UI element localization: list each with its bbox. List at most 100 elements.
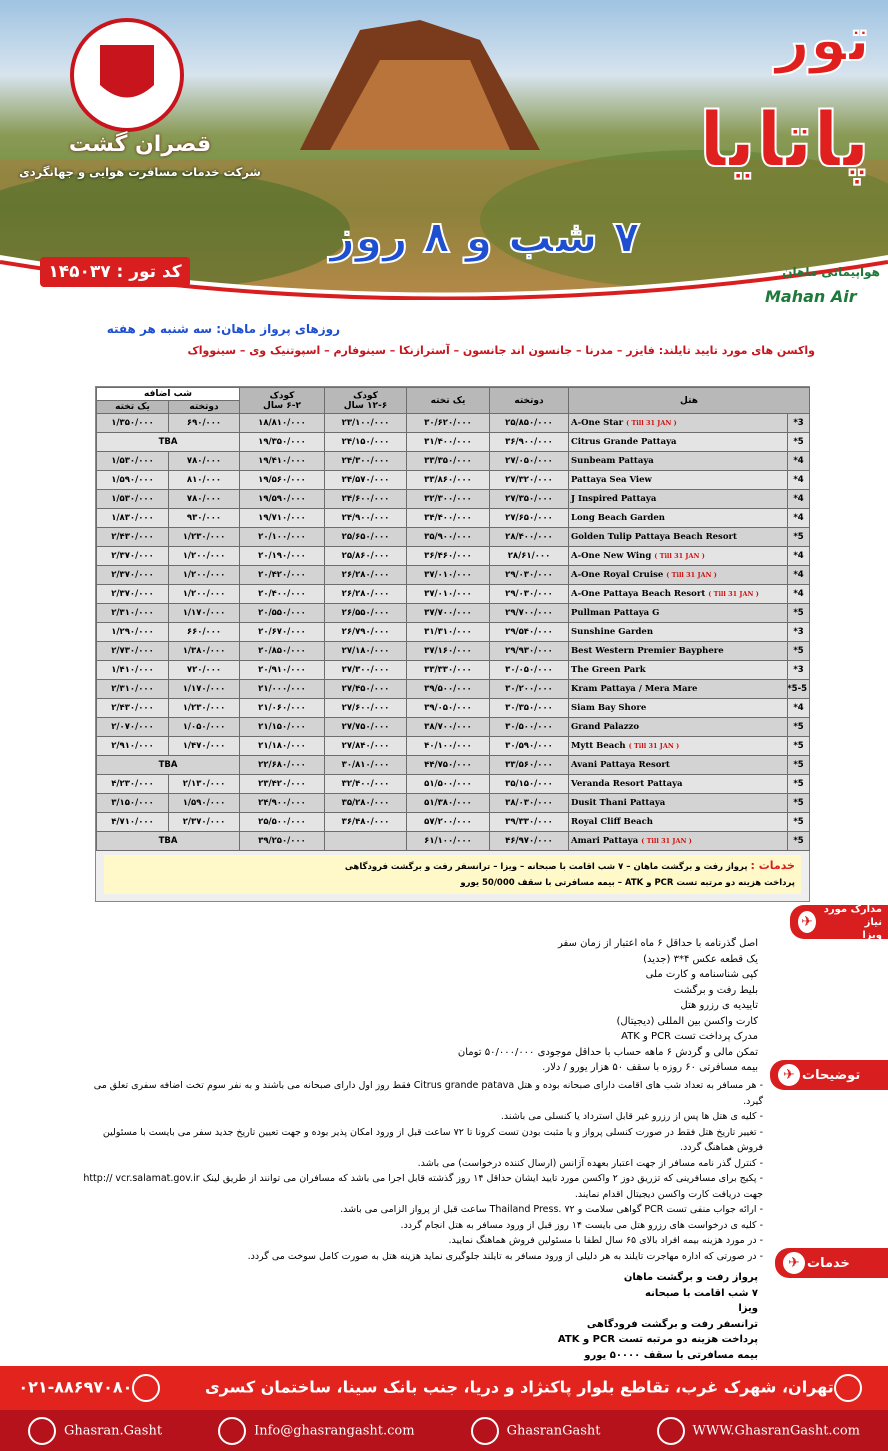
website[interactable]: WWW.GhasranGasht.com (692, 1423, 860, 1438)
price-child-12: ۲۵/۸۶۰/۰۰۰ (324, 546, 407, 566)
price-child-6: ۲۰/۱۹۰/۰۰۰ (239, 546, 325, 566)
service-item: بیمه مسافرتی با سقف ۵۰۰۰۰ یورو (584, 1349, 758, 1361)
stars: 4* (787, 546, 811, 566)
telegram-wrap[interactable]: GhasranGasht (470, 1416, 601, 1445)
stars: 5* (787, 793, 811, 813)
duration: ۷ شب و ۸ روز (329, 211, 641, 264)
hotel-cell: A-One Royal Cruise( Till 31 JAN ) (567, 565, 789, 585)
price-single: ۳۲/۳۰۰/۰۰۰ (406, 489, 490, 509)
stars: 5* (787, 603, 811, 623)
hero-art (0, 18, 888, 300)
hotel-row: 5* Citrus Grande Pattaya ۳۶/۹۰۰/۰۰۰ ۳۱/۴۰۰/… (96, 432, 811, 452)
service-item: پرداخت هزینه دو مرتبه تست PCR و ATK (557, 1334, 758, 1345)
price-extra-double: ۷۸۰/۰۰۰ (168, 489, 240, 509)
price-double: ۳۰/۵۹۰/۰۰۰ (489, 736, 569, 756)
hotel-name: Avani Pattaya Resort (571, 760, 670, 770)
table-services: خدمات : پرواز رفت و برگشت ماهان – ۷ شب ا… (104, 855, 801, 894)
price-extra-single: ۴/۷۱۰/۰۰۰ (96, 812, 169, 832)
hotel-row: 4* Sunbeam Pattaya ۲۷/۰۵۰/۰۰۰ ۳۳/۳۵۰/۰۰۰ ۲۴/… (96, 451, 811, 471)
price-empty (324, 831, 407, 851)
telegram[interactable]: GhasranGasht (506, 1423, 601, 1438)
price-double: ۲۹/۰۳۰/۰۰۰ (489, 584, 569, 604)
price-extra-double: ۱/۰۵۰/۰۰۰ (168, 717, 240, 737)
price-child-12: ۲۶/۷۹۰/۰۰۰ (324, 622, 407, 642)
price-child-12: ۲۴/۱۵۰/۰۰۰ (324, 432, 407, 452)
price-double: ۳۳/۵۶۰/۰۰۰ (489, 755, 569, 775)
price-extra-double: ۱/۲۳۰/۰۰۰ (168, 698, 240, 718)
header-child-age: ۶-۲ سال (263, 400, 301, 411)
price-extra-single: ۲/۹۱۰/۰۰۰ (96, 736, 169, 756)
price-single: ۳۳/۳۵۰/۰۰۰ (406, 451, 490, 471)
price-double: ۲۷/۰۵۰/۰۰۰ (489, 451, 569, 471)
stars: 4* (787, 698, 811, 718)
hotel-cell: Best Western Premier Bayphere (567, 641, 789, 661)
stars: 5* (787, 717, 811, 737)
price-extra-double: ۱/۴۷۰/۰۰۰ (168, 736, 240, 756)
hotel-name: Citrus Grande Pattaya (571, 437, 677, 447)
instagram-wrap[interactable]: Ghasran.Gasht (28, 1416, 163, 1445)
hotel-row: 5* Veranda Resort Pattaya ۳۵/۱۵۰/۰۰۰ ۵۱/۵۰۰… (96, 774, 811, 794)
price-single: ۶۱/۱۰۰/۰۰۰ (406, 831, 490, 851)
phone: ۰۲۱-۸۸۶۹۷۰۸۰ (18, 1377, 133, 1397)
website-wrap[interactable]: WWW.GhasranGasht.com (656, 1416, 860, 1445)
price-double: ۳۹/۳۳۰/۰۰۰ (489, 812, 569, 832)
hero-image (0, 0, 888, 300)
price-extra-double: ۱/۲۳۰/۰۰۰ (168, 527, 240, 547)
instagram[interactable]: Ghasran.Gasht (64, 1423, 163, 1438)
hotel-name: Dusit Thani Pattaya (571, 798, 666, 808)
price-extra-double: ۱/۳۸۰/۰۰۰ (168, 641, 240, 661)
price-extra-double: ۱/۱۷۰/۰۰۰ (168, 679, 240, 699)
hotel-note: ( Till 31 JAN ) (666, 571, 717, 579)
stars: 4* (787, 508, 811, 528)
stars: 4* (787, 565, 811, 585)
stars: 5* (787, 432, 811, 452)
email-wrap[interactable]: Info@ghasrangasht.com (218, 1416, 415, 1445)
price-child-6: ۱۹/۵۹۰/۰۰۰ (239, 489, 325, 509)
email[interactable]: Info@ghasrangasht.com (254, 1423, 415, 1438)
price-double: ۲۷/۳۵۰/۰۰۰ (489, 489, 569, 509)
hotel-note: ( Till 31 JAN ) (708, 590, 759, 598)
price-child-12: ۲۳/۱۰۰/۰۰۰ (324, 413, 407, 433)
social-band: Ghasran.Gasht Info@ghasrangasht.com Ghas… (0, 1410, 888, 1451)
documents-title: مدارک مورد نیاز (823, 903, 882, 928)
price-single: ۳۰/۶۲۰/۰۰۰ (406, 413, 490, 433)
price-single: ۳۹/۵۰۰/۰۰۰ (406, 679, 490, 699)
telegram-icon (470, 1416, 499, 1445)
stars: 4* (787, 451, 811, 471)
price-double: ۳۰/۳۵۰/۰۰۰ (489, 698, 569, 718)
price-extra-double: ۶۹۰/۰۰۰ (168, 413, 240, 433)
hotel-row: 4* Siam Bay Shore ۳۰/۳۵۰/۰۰۰ ۳۹/۰۵۰/۰۰۰ ۲۷/۶… (96, 698, 811, 718)
notes-header: توضیحات ✈ (770, 1060, 888, 1090)
hotel-cell: Golden Tulip Pattaya Beach Resort (567, 527, 789, 547)
price-child-6: ۲۰/۴۲۰/۰۰۰ (239, 565, 325, 585)
price-child-6: ۱۹/۳۵۰/۰۰۰ (239, 432, 325, 452)
price-double: ۳۶/۹۰۰/۰۰۰ (489, 432, 569, 452)
price-single: ۳۷/۱۶۰/۰۰۰ (406, 641, 490, 661)
note-item: - در صورتی که اداره مهاجرت تایلند به هر … (247, 1250, 763, 1262)
hedge (480, 150, 888, 290)
hotel-cell: Pullman Pattaya G (567, 603, 789, 623)
hotel-name: Golden Tulip Pattaya Beach Resort (571, 532, 737, 542)
note-item: - ارائه جواب منفی تست PCR گواهی سلامت و … (340, 1204, 763, 1215)
table-body: 3* A-One Star( Till 31 JAN ) ۲۵/۸۵۰/۰۰۰ ۳۰/… (96, 413, 811, 851)
price-extra-double: ۷۲۰/۰۰۰ (168, 660, 240, 680)
document-item: کپی شناسنامه و کارت ملی (645, 969, 758, 980)
stars: 3* (787, 413, 811, 433)
hotel-name: Grand Palazzo (571, 722, 640, 732)
price-extra-double: ۲/۳۷۰/۰۰۰ (168, 812, 240, 832)
price-child-12: ۲۷/۷۵۰/۰۰۰ (324, 717, 407, 737)
price-extra-double: ۹۳۰/۰۰۰ (168, 508, 240, 528)
vaccines: واکسن های مورد تایید تایلند: فایزر – مدر… (187, 344, 816, 357)
hotel-name: A-One Royal Cruise (571, 570, 664, 580)
price-extra-single: ۱/۲۹۰/۰۰۰ (96, 622, 169, 642)
service-item: ۷ شب اقامت با صبحانه (645, 1287, 758, 1299)
price-extra-double: ۱/۵۹۰/۰۰۰ (168, 793, 240, 813)
price-double: ۳۸/۰۳۰/۰۰۰ (489, 793, 569, 813)
hotel-row: 5* Mytt Beach( Till 31 JAN ) ۳۰/۵۹۰/۰۰۰ ۴۰/… (96, 736, 811, 756)
plane-icon: ✈ (796, 909, 818, 935)
price-extra-single: ۱/۴۱۰/۰۰۰ (96, 660, 169, 680)
price-single: ۴۴/۷۵۰/۰۰۰ (406, 755, 490, 775)
hotel-cell: Kram Pattaya / Mera Mare (567, 679, 789, 699)
price-extra-single: ۴/۲۳۰/۰۰۰ (96, 774, 169, 794)
price-extra-double: ۱/۲۰۰/۰۰۰ (168, 584, 240, 604)
